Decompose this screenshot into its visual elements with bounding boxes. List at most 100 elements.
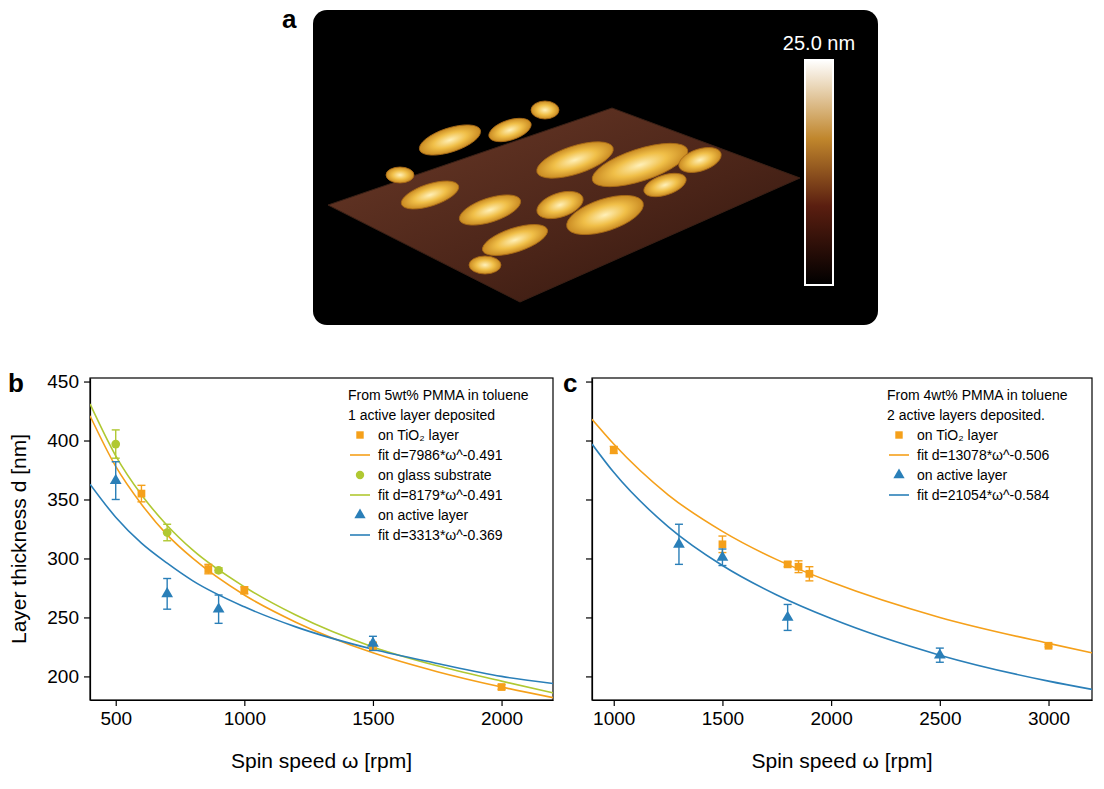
data-point — [110, 474, 122, 484]
colorbar — [805, 60, 833, 285]
y-tick: 450 — [47, 371, 90, 392]
error-bar-cap — [718, 548, 726, 549]
fit-line — [592, 419, 1092, 653]
data-point — [161, 587, 173, 597]
x-tick: 2000 — [481, 700, 523, 729]
fit-line — [592, 444, 1092, 689]
x-tick: 3000 — [1028, 700, 1070, 729]
data-point — [806, 570, 814, 578]
data-point — [111, 440, 120, 449]
y-tick-mark — [84, 676, 90, 677]
x-tick: 1000 — [593, 700, 635, 729]
annotation: From 4wt% PMMA in toluene — [887, 387, 1068, 403]
x-tick-mark — [501, 700, 502, 706]
error-bar-cap — [137, 485, 145, 486]
x-tick: 500 — [100, 700, 132, 729]
y-tick-mark — [586, 499, 592, 500]
data-point — [610, 446, 618, 454]
y-tick-mark — [586, 617, 592, 618]
plot-area — [90, 404, 553, 698]
annotation: From 5wt% PMMA in toluene — [348, 387, 529, 403]
data-point — [213, 602, 225, 612]
error-bar — [610, 446, 618, 453]
panel-a: a25.0 nm — [282, 4, 878, 325]
data-point — [934, 648, 946, 658]
error-bar-cap — [137, 501, 145, 502]
x-tick-label: 3000 — [1028, 708, 1070, 729]
error-bar-cap — [163, 608, 171, 609]
error-bar-cap — [936, 662, 944, 663]
error-bar — [805, 567, 813, 581]
x-tick-label: 1500 — [352, 708, 394, 729]
x-axis-line — [91, 700, 554, 701]
afm-surface — [328, 108, 800, 302]
error-bar-cap — [784, 604, 792, 605]
figure: a25.0 nmb5001000150020002002503003504004… — [0, 0, 1104, 789]
error-bar — [112, 430, 120, 458]
legend-swatch — [350, 534, 370, 536]
y-tick — [586, 617, 592, 618]
y-tick-mark — [84, 617, 90, 618]
y-tick-mark — [586, 440, 592, 441]
panel-c: c 1000 1500 2000 2500 3000 Spin speed ω [rpm] F… — [563, 368, 1093, 772]
legend: From 5wt% PMMA in toluene1 active layer … — [348, 387, 529, 543]
error-bar-cap — [163, 524, 171, 525]
x-tick-mark — [831, 700, 832, 706]
y-axis: 200 250 300 350 400 450 — [47, 371, 90, 700]
data-point — [163, 528, 172, 537]
error-bar — [795, 561, 803, 573]
afm-island — [479, 218, 551, 262]
x-tick: 2000 — [810, 700, 852, 729]
error-bar-cap — [805, 580, 813, 581]
y-axis-line — [592, 379, 593, 701]
error-bar — [163, 524, 171, 541]
legend-swatch — [895, 431, 902, 438]
error-bar-cap — [795, 560, 803, 561]
error-bar-cap — [805, 566, 813, 567]
error-bar-cap — [784, 630, 792, 631]
legend-swatch — [350, 494, 370, 496]
colorbar-label: 25.0 nm — [783, 32, 855, 54]
afm-island — [456, 189, 524, 232]
fit-line — [90, 404, 553, 693]
x-tick-label: 1000 — [593, 708, 635, 729]
x-tick: 1500 — [702, 700, 744, 729]
y-tick-mark — [84, 558, 90, 559]
error-bar-cap — [112, 429, 120, 430]
error-bar-cap — [112, 461, 120, 462]
error-bar-cap — [163, 540, 171, 541]
error-bar-cap — [369, 650, 377, 651]
y-tick-label: 450 — [47, 371, 79, 392]
plot-frame — [592, 378, 1092, 700]
y-tick: 400 — [47, 430, 90, 451]
x-tick-mark — [244, 700, 245, 706]
data-point — [367, 637, 379, 647]
x-tick: 2500 — [919, 700, 961, 729]
y-tick — [586, 499, 592, 500]
x-tick-mark — [1048, 700, 1049, 706]
y-tick-label: 300 — [47, 548, 79, 569]
afm-island — [469, 256, 501, 274]
panel-b: b500100015002000200250300350400450Spin s… — [7, 368, 554, 772]
fit-line — [90, 416, 553, 698]
data-point — [673, 538, 685, 548]
x-tick-label: 1500 — [702, 708, 744, 729]
legend-label: on active layer — [917, 467, 1008, 483]
error-bar-cap — [675, 564, 683, 565]
panel-letter: c — [563, 368, 577, 398]
y-tick-label: 250 — [47, 607, 79, 628]
y-tick: 350 — [47, 489, 90, 510]
legend-swatch — [889, 494, 909, 496]
afm-island — [386, 167, 414, 183]
legend-label: fit d=13078*ω^-0.506 — [917, 447, 1050, 463]
y-tick-mark — [586, 558, 592, 559]
error-bar — [204, 564, 212, 573]
legend-swatch — [893, 468, 904, 478]
error-bar-cap — [718, 535, 726, 536]
error-bar-cap — [675, 524, 683, 525]
y-tick-label: 200 — [47, 666, 79, 687]
x-axis-title: Spin speed ω [rpm] — [752, 749, 933, 772]
data-point — [719, 540, 727, 548]
legend-swatch — [356, 471, 364, 479]
x-tick-label: 1000 — [224, 708, 266, 729]
